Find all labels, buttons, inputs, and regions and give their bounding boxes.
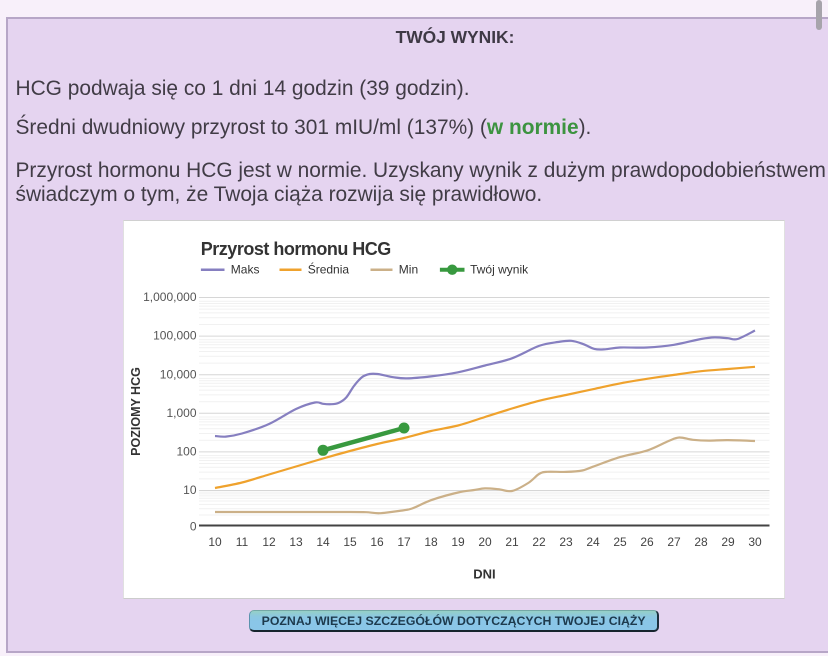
- svg-text:24: 24: [586, 535, 600, 549]
- svg-text:Przyrost hormonu HCG: Przyrost hormonu HCG: [200, 239, 390, 259]
- svg-text:28: 28: [694, 535, 708, 549]
- svg-text:100: 100: [176, 445, 196, 459]
- svg-text:1,000: 1,000: [166, 406, 196, 420]
- svg-text:20: 20: [478, 535, 492, 549]
- svg-text:13: 13: [289, 535, 303, 549]
- svg-text:100,000: 100,000: [153, 329, 197, 343]
- svg-text:11: 11: [235, 535, 248, 549]
- svg-text:POZIOMY HCG: POZIOMY HCG: [129, 367, 143, 456]
- svg-text:0: 0: [189, 520, 196, 534]
- svg-text:12: 12: [262, 535, 276, 549]
- svg-text:10: 10: [183, 483, 197, 497]
- svg-text:Średnia: Średnia: [307, 262, 349, 277]
- svg-text:16: 16: [370, 535, 384, 549]
- svg-text:14: 14: [316, 535, 330, 549]
- svg-text:19: 19: [451, 535, 465, 549]
- svg-text:30: 30: [748, 535, 762, 549]
- svg-text:17: 17: [397, 535, 411, 549]
- svg-text:22: 22: [532, 535, 546, 549]
- svg-text:DNI: DNI: [473, 566, 495, 581]
- svg-text:10,000: 10,000: [159, 367, 196, 381]
- svg-text:23: 23: [559, 535, 573, 549]
- svg-text:27: 27: [667, 535, 681, 549]
- svg-text:21: 21: [505, 535, 519, 549]
- svg-text:18: 18: [424, 535, 438, 549]
- svg-text:29: 29: [721, 535, 735, 549]
- svg-text:Min: Min: [398, 263, 417, 277]
- svg-text:15: 15: [343, 535, 357, 549]
- svg-text:Twój wynik: Twój wynik: [470, 263, 529, 277]
- svg-text:Maks: Maks: [230, 263, 259, 277]
- svg-text:25: 25: [613, 535, 627, 549]
- svg-text:1,000,000: 1,000,000: [143, 290, 197, 304]
- svg-text:10: 10: [208, 535, 222, 549]
- svg-text:26: 26: [640, 535, 654, 549]
